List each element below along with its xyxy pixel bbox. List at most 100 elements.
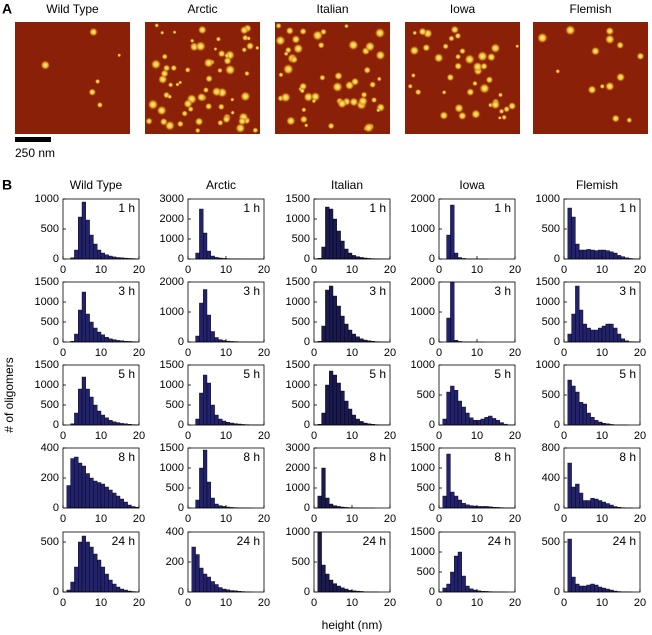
bar — [575, 285, 580, 343]
y-tick-label: 1000 — [35, 193, 59, 205]
y-tick-label: 500 — [292, 316, 310, 328]
afm-particle — [286, 116, 296, 126]
y-tick-label: 1000 — [160, 379, 184, 391]
afm-particle — [217, 103, 225, 111]
afm-particle — [412, 30, 418, 36]
afm-particle — [284, 46, 292, 54]
bar — [598, 586, 603, 593]
bar — [93, 243, 98, 260]
y-tick-label: 0 — [53, 336, 59, 348]
bar — [484, 417, 489, 426]
afm-particle — [334, 71, 343, 81]
y-tick-label: 0 — [429, 586, 435, 598]
afm-particle — [439, 111, 449, 120]
bar — [74, 566, 79, 593]
x-tick-label: 20 — [133, 513, 145, 525]
x-tick-label: 0 — [561, 513, 567, 525]
bar — [96, 249, 102, 260]
bar — [567, 462, 572, 509]
afm-particle — [147, 99, 159, 110]
bar — [450, 571, 455, 593]
bar — [495, 420, 500, 426]
bar — [210, 331, 215, 343]
afm-particle — [564, 24, 576, 36]
y-tick-label: 1000 — [35, 296, 59, 308]
bar — [450, 204, 455, 260]
y-tick-label: 0 — [304, 253, 310, 265]
time-label: 1 h — [369, 201, 386, 215]
bar — [85, 313, 90, 343]
afm-particle — [503, 105, 511, 113]
afm-particle — [454, 32, 462, 40]
x-tick-label: 20 — [634, 430, 646, 442]
x-tick-label: 20 — [634, 347, 646, 359]
x-tick-label: 0 — [60, 513, 66, 525]
x-tick-label: 20 — [258, 347, 270, 359]
afm-particle — [252, 127, 259, 134]
y-tick-label: 500 — [417, 566, 435, 578]
column-title: Arctic — [206, 178, 236, 192]
time-label: 5 h — [118, 367, 135, 381]
bar — [571, 486, 576, 509]
bar — [199, 302, 204, 343]
bar — [332, 218, 337, 260]
panel-label: B — [2, 177, 12, 193]
bar — [329, 208, 334, 260]
y-tick-label: 0 — [304, 586, 310, 598]
bar — [214, 337, 219, 343]
y-tick-label: 400 — [542, 472, 560, 484]
y-tick-label: 200 — [41, 472, 59, 484]
bar — [469, 417, 474, 426]
x-tick-label: 0 — [60, 264, 66, 276]
bar — [210, 581, 215, 593]
bar — [218, 418, 223, 426]
afm-particle — [611, 114, 620, 123]
x-tick-label: 20 — [258, 430, 270, 442]
x-tick-label: 10 — [346, 597, 358, 609]
afm-particle — [450, 25, 460, 34]
bar — [465, 585, 470, 593]
bar — [104, 254, 109, 260]
bar — [457, 551, 462, 593]
bar — [206, 382, 211, 426]
bar — [594, 584, 599, 593]
afm-particle — [255, 45, 260, 51]
bar — [454, 495, 459, 509]
bar — [340, 390, 345, 426]
afm-particle — [433, 52, 444, 63]
afm-particle — [183, 99, 193, 109]
afm-particle — [217, 67, 223, 74]
scale-bar — [15, 137, 51, 142]
bar — [579, 492, 584, 509]
x-tick-label: 10 — [220, 347, 232, 359]
bar — [579, 402, 584, 426]
bar — [344, 323, 349, 343]
y-tick-label: 2000 — [411, 276, 435, 288]
bar — [575, 483, 580, 509]
afm-particle — [349, 97, 359, 107]
x-tick-label: 0 — [436, 513, 442, 525]
bar — [321, 246, 326, 260]
bar — [202, 449, 208, 509]
y-tick-label: 500 — [542, 536, 560, 548]
afm-particle — [299, 115, 308, 124]
bar — [609, 323, 614, 343]
afm-particle — [626, 117, 633, 124]
y-tick-label: 0 — [178, 502, 184, 514]
bar — [93, 480, 98, 509]
bar — [446, 317, 451, 343]
x-tick-label: 0 — [60, 347, 66, 359]
bar — [446, 234, 451, 260]
bar — [317, 531, 322, 593]
y-tick-label: 2000 — [160, 213, 184, 225]
bar — [567, 538, 572, 593]
column-title: Iowa — [459, 178, 485, 192]
y-tick-label: 1000 — [160, 306, 184, 318]
x-tick-label: 20 — [634, 513, 646, 525]
afm-particle — [370, 96, 378, 104]
afm-particle — [615, 72, 626, 82]
x-tick-label: 10 — [346, 264, 358, 276]
afm-particle — [497, 92, 504, 98]
x-tick-label: 0 — [311, 597, 317, 609]
afm-particle — [319, 74, 326, 81]
